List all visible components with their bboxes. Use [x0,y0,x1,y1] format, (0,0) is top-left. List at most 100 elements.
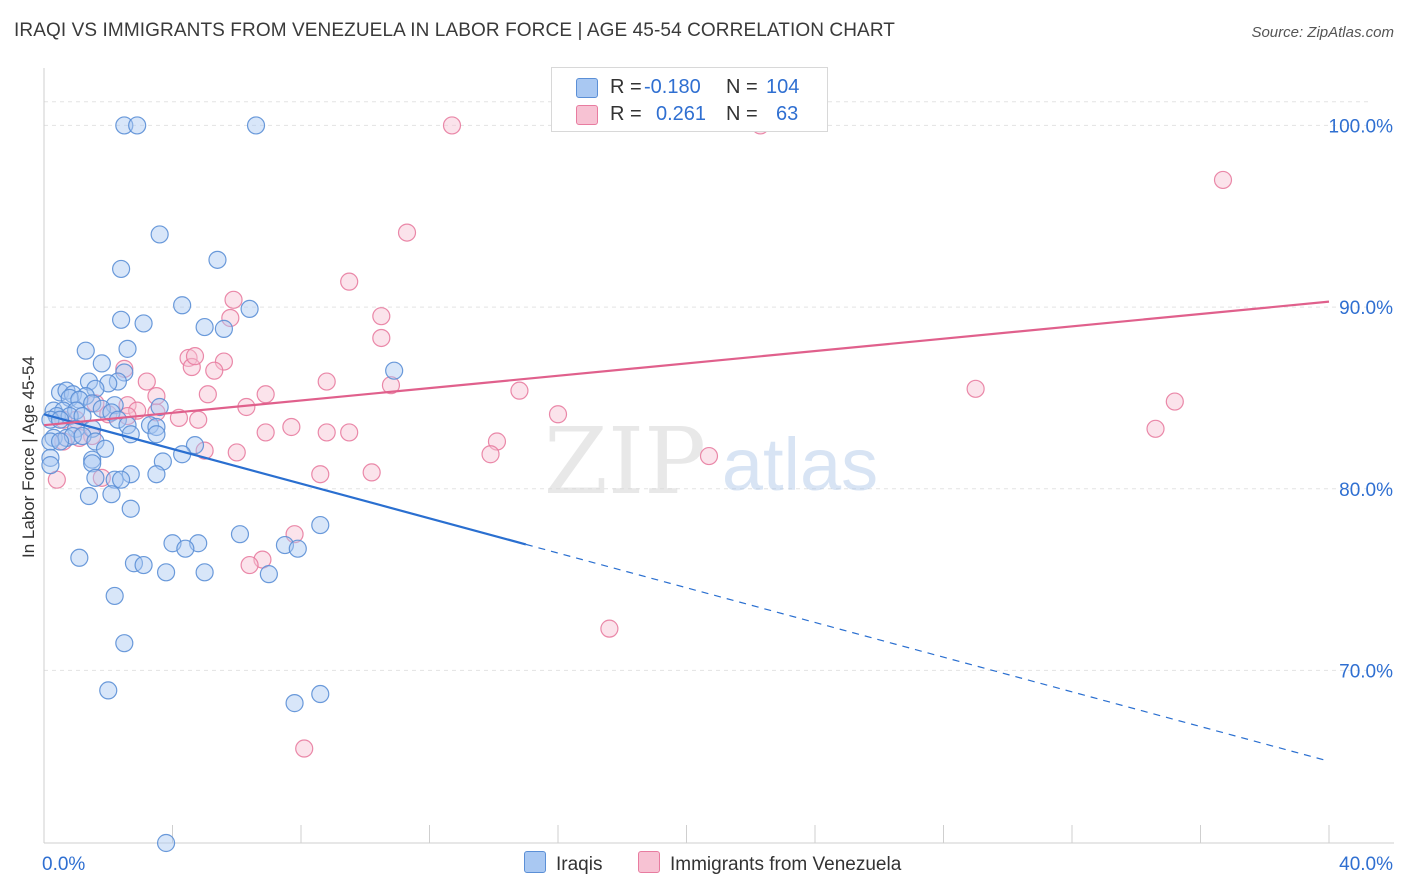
iraqi-point [86,468,105,487]
iraqi-point [111,470,131,489]
iraqi-point [79,372,99,391]
iraqi-point [176,539,195,558]
iraqi-point [185,436,205,455]
bottom-legend-swatch-venezuela [638,851,660,873]
iraqi-point [288,539,307,558]
iraqi-point [121,499,140,518]
iraqi-point [311,684,330,704]
venezuela-point [600,619,619,638]
iraqi-points [41,116,404,853]
iraqi-point [195,563,214,582]
y-axis-label: In Labor Force | Age 45-54 [19,356,38,558]
iraqi-point [147,465,166,484]
chart-title: IRAQI VS IMMIGRANTS FROM VENEZUELA IN LA… [14,20,896,41]
axes [43,68,1394,844]
iraqi-point [230,525,250,544]
iraqi-point [311,515,330,535]
venezuela-point [340,423,359,442]
iraqi-point [41,448,60,467]
venezuela-point [221,308,240,328]
legend-r-label: R = [610,76,642,98]
iraqi-point [150,225,169,244]
iraqi-point [121,465,140,484]
watermark-atlas: atlas [722,423,878,506]
iraqi-point [83,454,102,473]
iraqi-point [240,299,259,318]
iraqi-point [99,681,118,700]
source-label: Source: ZipAtlas.com [1251,24,1394,41]
iraqi-point [246,116,266,135]
y-tick-label: 70.0% [1339,661,1393,682]
x-tick-label: 40.0% [1339,854,1393,875]
iraqi-point [140,416,160,435]
venezuela-point [185,347,205,366]
legend-n-label: N = [726,76,758,98]
iraqi-point [134,555,153,575]
iraqi-point [105,470,124,489]
iraqi-point [147,425,166,444]
iraqi-point [156,563,176,582]
legend-n-value-iraqis: 104 [766,76,800,98]
venezuela-point [137,372,156,391]
venezuela-point [227,443,246,462]
venezuela-point [510,381,529,400]
iraqi-trendline-extrapolated [525,543,1330,762]
venezuela-point [548,405,568,424]
venezuela-point [1213,170,1233,190]
venezuela-point [1146,419,1165,438]
iraqi-point [128,116,147,135]
iraqi-point [83,394,102,413]
y-tick-label: 100.0% [1329,116,1394,137]
iraqi-point [115,363,134,382]
venezuela-point [214,352,233,371]
venezuela-point [311,465,330,484]
legend-r-label: R = [610,103,642,125]
venezuela-point [205,361,224,380]
venezuela-point [340,272,359,291]
iraqi-point [115,116,134,135]
tick-labels: 100.0% 90.0% 80.0% 70.0% 0.0% 40.0% [42,116,1393,875]
iraqi-point [285,694,304,713]
iraqi-point [134,314,153,333]
venezuela-point [699,446,719,466]
venezuela-trendline [43,300,1330,427]
iraqi-point [92,399,111,418]
iraqi-point [150,397,169,417]
venezuela-point [372,328,391,348]
iraqi-point [173,296,192,315]
iraqi-point [115,634,134,653]
venezuela-point [256,423,275,442]
venezuela-point [397,223,417,242]
venezuela-point [381,376,401,395]
iraqi-point [259,565,278,584]
venezuela-point [256,385,275,404]
bottom-legend-label-iraqis: Iraqis [556,854,603,875]
iraqi-point [86,379,105,398]
venezuela-point [1165,392,1184,411]
watermark-zip: ZIP [544,408,706,515]
gridlines [44,101,1369,671]
iraqi-point [79,486,99,506]
iraqi-point [102,403,121,422]
venezuela-point [189,410,208,429]
iraqi-point [385,361,404,380]
legend-swatch-venezuela [576,105,598,125]
legend-n-value-venezuela: 63 [776,103,799,125]
venezuela-point [317,372,336,391]
bottom-legend-venezuela: Immigrants from Venezuela [638,851,901,876]
iraqi-point [41,456,60,475]
iraqi-point [95,439,115,458]
venezuela-point [195,441,214,460]
iraqi-point [50,432,70,451]
iraqi-trendline [43,413,527,546]
legend-swatch-iraqis [576,78,598,98]
legend-r-value-iraqis: -0.180 [644,76,701,98]
legend-n-label: N = [726,103,758,125]
iraqi-point [41,432,60,451]
bottom-legend-swatch-iraqis [524,851,546,873]
iraqi-point [208,250,227,269]
iraqi-point [86,432,105,451]
bottom-legend-label-venezuela: Immigrants from Venezuela [670,854,902,875]
venezuela-point [147,387,166,406]
